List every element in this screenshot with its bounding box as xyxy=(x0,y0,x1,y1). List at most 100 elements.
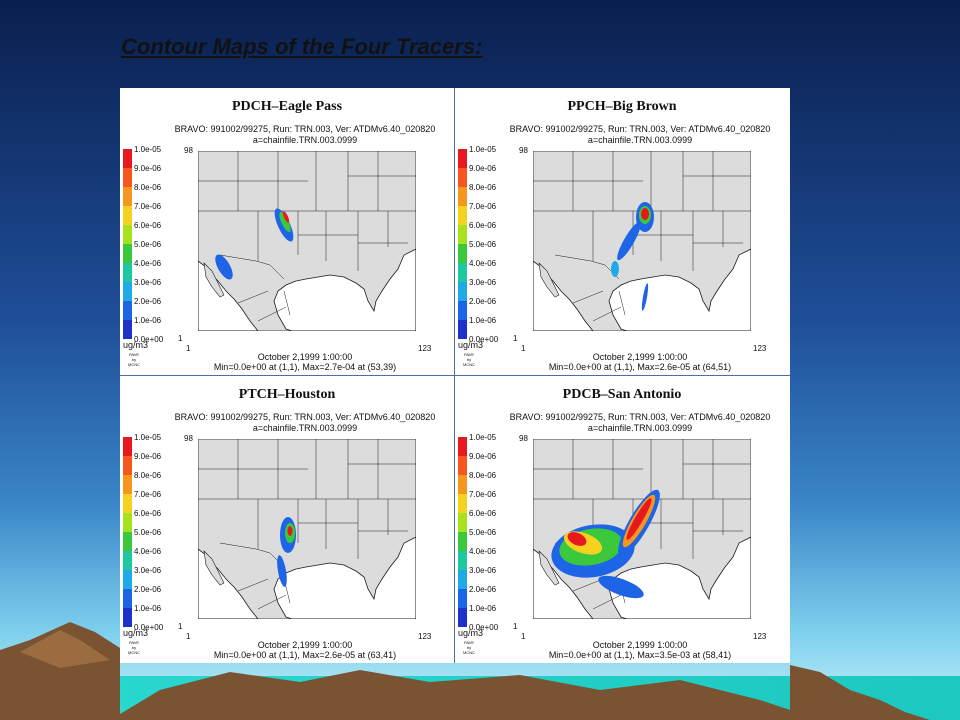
run-info: BRAVO: 991002/99275, Run: TRN.003, Ver: … xyxy=(495,412,785,434)
legend-level-label: 5.0e-06 xyxy=(469,528,497,537)
tracer-plume xyxy=(282,211,290,223)
legend-level-label: 9.0e-06 xyxy=(469,164,497,173)
map-border xyxy=(219,542,285,568)
contour-map xyxy=(533,439,751,619)
pave-logo: PAVE by MCNC xyxy=(463,640,475,655)
legend-swatch xyxy=(458,513,467,532)
axis-y-bottom: 1 xyxy=(513,334,518,343)
legend-level-label: 5.0e-06 xyxy=(134,528,162,537)
contour-map xyxy=(533,151,751,331)
axis-y-top: 98 xyxy=(519,146,528,155)
file-line: a=chainfile.TRN.003.0999 xyxy=(587,135,693,145)
legend-swatch xyxy=(458,320,467,339)
axis-y-top: 98 xyxy=(184,146,193,155)
time-info: October 2,1999 1:00:00 Min=0.0e+00 at (1… xyxy=(495,640,785,660)
contour-map xyxy=(198,439,416,619)
run-line: BRAVO: 991002/99275, Run: TRN.003, Ver: … xyxy=(509,124,771,134)
legend-level-label: 4.0e-06 xyxy=(134,547,162,556)
tracer-plume xyxy=(641,283,649,311)
legend-level-label: 2.0e-06 xyxy=(469,585,497,594)
mountain-highlight xyxy=(20,630,110,668)
axis-x-left: 1 xyxy=(186,632,191,641)
legend-swatch xyxy=(123,320,132,339)
legend-level-label: 5.0e-06 xyxy=(134,240,162,249)
legend-swatch xyxy=(458,187,467,206)
legend-swatch xyxy=(458,532,467,551)
legend-swatch xyxy=(123,494,132,513)
panel-title: PDCB–San Antonio xyxy=(562,387,682,402)
legend-swatch xyxy=(458,551,467,570)
tracer-plume xyxy=(277,555,287,587)
legend-level-label: 9.0e-06 xyxy=(469,452,497,461)
legend-swatch xyxy=(458,282,467,301)
tracer-plume xyxy=(641,208,649,220)
legend-swatch xyxy=(123,589,132,608)
legend-level-label: 1.0e-06 xyxy=(134,604,162,613)
legend-swatch xyxy=(458,168,467,187)
tracer-plume xyxy=(287,526,293,536)
map-border xyxy=(198,463,416,470)
legend-swatch xyxy=(458,301,467,320)
legend-level-label: 2.0e-06 xyxy=(134,585,162,594)
legend-swatch xyxy=(458,494,467,513)
tracer-panel: PDCB–San Antonio BRAVO: 991002/99275, Ru… xyxy=(455,376,789,662)
legend-level-label: 9.0e-06 xyxy=(134,164,162,173)
legend-unit: ug/m3 xyxy=(123,628,149,638)
map-border xyxy=(257,499,389,559)
map-border xyxy=(298,522,408,532)
tracer-panel: PPCH–Big Brown BRAVO: 991002/99275, Run:… xyxy=(455,88,789,374)
legend-swatch xyxy=(123,149,132,168)
map-border xyxy=(198,175,416,182)
file-line: a=chainfile.TRN.003.0999 xyxy=(252,135,358,145)
date-line: October 2,1999 1:00:00 xyxy=(257,352,353,362)
legend-swatch xyxy=(458,608,467,627)
map-baja xyxy=(538,550,560,586)
minmax-line: Min=0.0e+00 at (1,1), Max=3.5e-03 at (58… xyxy=(548,650,732,660)
panel-title: PPCH–Big Brown xyxy=(567,99,677,114)
map-baja xyxy=(203,550,225,586)
time-info: October 2,1999 1:00:00 Min=0.0e+00 at (1… xyxy=(160,352,450,372)
legend-swatch xyxy=(123,206,132,225)
legend-swatch xyxy=(123,513,132,532)
legend-unit: ug/m3 xyxy=(458,340,484,350)
legend-swatch xyxy=(123,551,132,570)
legend-swatch xyxy=(123,475,132,494)
axis-y-top: 98 xyxy=(519,434,528,443)
legend-level-label: 0.0e+00 xyxy=(469,623,499,632)
legend-level-label: 6.0e-06 xyxy=(469,509,497,518)
tracer-plume xyxy=(611,261,619,277)
tracer-plume xyxy=(626,498,652,540)
map-land xyxy=(198,151,416,331)
axis-y-bottom: 1 xyxy=(513,622,518,631)
run-info: BRAVO: 991002/99275, Run: TRN.003, Ver: … xyxy=(160,124,450,146)
axis-x-left: 1 xyxy=(521,344,526,353)
axis-x-right: 123 xyxy=(418,632,432,641)
map-border xyxy=(298,234,408,244)
run-info: BRAVO: 991002/99275, Run: TRN.003, Ver: … xyxy=(160,412,450,434)
legend-level-label: 3.0e-06 xyxy=(469,278,497,287)
time-info: October 2,1999 1:00:00 Min=0.0e+00 at (1… xyxy=(495,352,785,372)
legend-swatch xyxy=(123,456,132,475)
legend-level-label: 1.0e-05 xyxy=(469,433,497,442)
legend-level-label: 4.0e-06 xyxy=(469,547,497,556)
map-border xyxy=(257,211,389,271)
map-border xyxy=(237,290,291,322)
map-baja xyxy=(203,262,225,298)
file-line: a=chainfile.TRN.003.0999 xyxy=(587,423,693,433)
map-border xyxy=(219,254,285,280)
map-land xyxy=(533,151,751,331)
panel-title: PDCH–Eagle Pass xyxy=(231,99,343,114)
legend-swatch xyxy=(458,149,467,168)
legend-swatch xyxy=(123,263,132,282)
run-line: BRAVO: 991002/99275, Run: TRN.003, Ver: … xyxy=(174,124,436,134)
legend-level-label: 1.0e-06 xyxy=(469,604,497,613)
axis-y-bottom: 1 xyxy=(178,622,183,631)
mountains xyxy=(0,622,930,720)
legend-level-label: 3.0e-06 xyxy=(134,278,162,287)
legend-swatch xyxy=(123,437,132,456)
legend-level-label: 1.0e-06 xyxy=(134,316,162,325)
minmax-line: Min=0.0e+00 at (1,1), Max=2.6e-05 at (64… xyxy=(548,362,732,372)
legend-swatch xyxy=(458,263,467,282)
legend-level-label: 1.0e-05 xyxy=(134,433,162,442)
legend-level-label: 6.0e-06 xyxy=(469,221,497,230)
